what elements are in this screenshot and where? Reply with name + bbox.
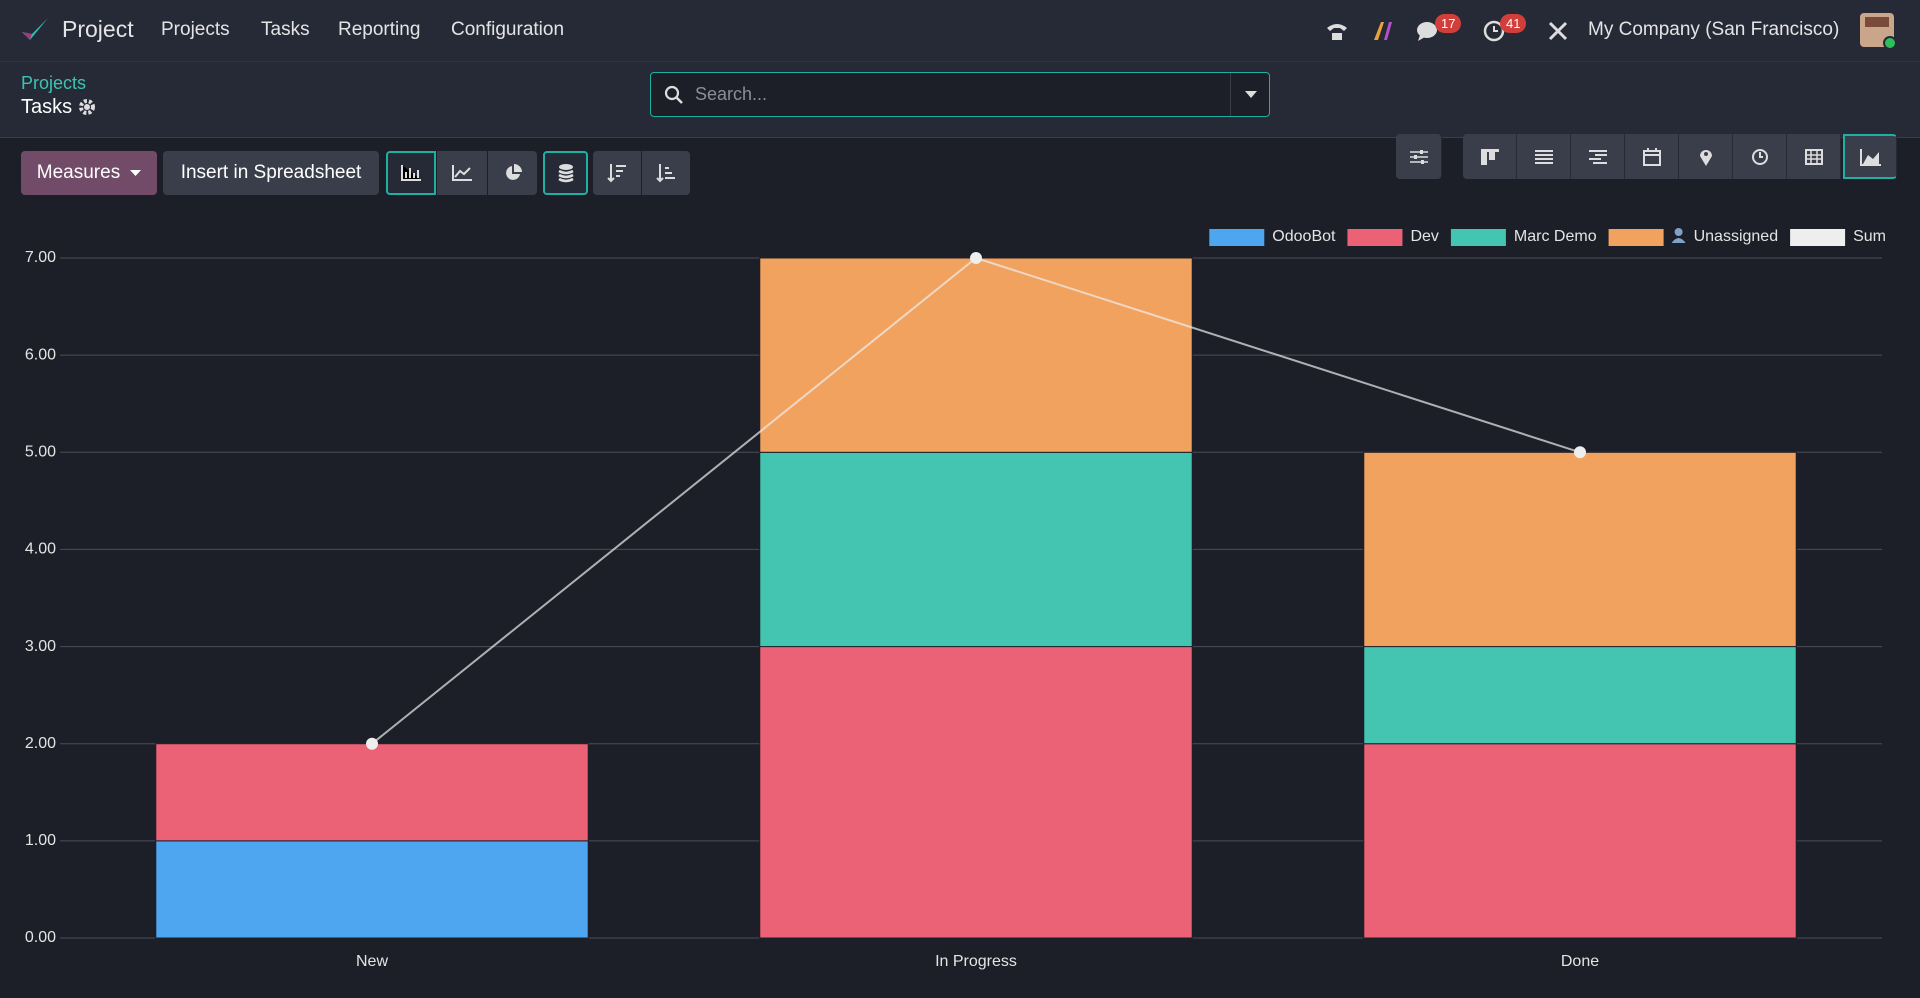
breadcrumb-current: Tasks [21, 96, 73, 118]
x-tick-label: In Progress [935, 953, 1017, 970]
sum-point [1574, 446, 1586, 459]
sum-point [970, 252, 982, 264]
stacked-button[interactable] [543, 151, 588, 195]
legend-label: OdooBot [1272, 228, 1336, 245]
app-name[interactable]: Project [62, 16, 134, 42]
x-tick-label: New [356, 953, 388, 970]
gantt-view[interactable] [1571, 134, 1625, 179]
app-logo[interactable] [20, 16, 50, 44]
view-icon [1480, 148, 1499, 165]
search-box[interactable]: Search... [650, 72, 1270, 117]
user-avatar[interactable] [1860, 13, 1897, 50]
search-options[interactable] [1230, 73, 1270, 116]
filter-panel-button[interactable] [1396, 134, 1442, 179]
sort-ascending-button[interactable] [642, 151, 690, 195]
icon [656, 164, 675, 183]
legend-swatch [1608, 229, 1664, 246]
line-chart-button[interactable] [437, 151, 487, 195]
y-tick-label: 4.00 [25, 541, 56, 558]
list-view[interactable] [1517, 134, 1571, 179]
legend-swatch [1450, 229, 1506, 246]
y-tick-label: 0.00 [25, 929, 56, 946]
y-tick-label: 5.00 [25, 444, 56, 461]
message-badge: 17 [1435, 14, 1462, 33]
legend-label: Unassigned [1694, 228, 1779, 245]
bar-segment [155, 840, 589, 939]
y-tick-label: 2.00 [25, 735, 56, 752]
bar-segment [155, 743, 589, 842]
sum-point [366, 737, 378, 750]
legend-icon [1671, 238, 1686, 243]
menu-item[interactable]: Reporting [338, 19, 421, 40]
activity-badge: 41 [1500, 14, 1527, 33]
bar-segment [1363, 646, 1797, 745]
insert-spreadsheet-button[interactable]: Insert in Spreadsheet [163, 151, 379, 195]
y-tick-label: 1.00 [25, 832, 56, 849]
graph-view[interactable] [1843, 134, 1897, 179]
company-switcher[interactable]: My Company (San Francisco) [1588, 19, 1840, 40]
x-tick-label: Done [1561, 953, 1599, 970]
caret [130, 169, 142, 176]
view-icon [1534, 149, 1553, 164]
caret [1244, 90, 1257, 98]
icon [607, 164, 626, 183]
icon [452, 165, 472, 181]
icon [557, 164, 574, 183]
menu-item[interactable]: Tasks [261, 19, 310, 40]
icon [401, 165, 421, 181]
calendar-view[interactable] [1625, 134, 1679, 179]
legend-icon [1674, 228, 1683, 236]
view-icon [1699, 149, 1712, 166]
insert-label: Insert in Spreadsheet [180, 162, 362, 183]
settings-gear[interactable] [79, 99, 95, 115]
ai-icon[interactable] [1372, 20, 1396, 42]
y-tick-label: 3.00 [25, 638, 56, 655]
map-view[interactable] [1679, 134, 1733, 179]
debug-icon[interactable] [1547, 20, 1569, 42]
kanban-view[interactable] [1463, 134, 1517, 179]
menu-item[interactable]: Configuration [451, 19, 565, 40]
bar-segment [1363, 743, 1797, 939]
bar-segment [759, 646, 1193, 939]
y-tick-label: 6.00 [25, 346, 56, 363]
phone-icon[interactable] [1325, 20, 1349, 42]
view-icon [1642, 147, 1661, 166]
view-icon [1751, 148, 1768, 165]
y-tick-label: 7.00 [25, 249, 56, 266]
breadcrumb-parent[interactable]: Projects [21, 73, 87, 93]
search-placeholder[interactable]: Search... [695, 84, 768, 104]
legend-swatch [1209, 229, 1265, 246]
sliders-icon [1409, 149, 1428, 164]
pie-chart-button[interactable] [488, 151, 537, 195]
legend-swatch [1347, 229, 1403, 246]
pivot-view[interactable] [1787, 134, 1841, 179]
legend-label: Marc Demo [1514, 228, 1597, 245]
bar-segment [1363, 451, 1797, 648]
search-icon [664, 85, 683, 104]
sort-descending-button[interactable] [593, 151, 641, 195]
menu-item[interactable]: Projects [161, 19, 230, 40]
icon [505, 164, 522, 180]
legend-swatch [1790, 229, 1846, 246]
legend-label: Sum [1853, 228, 1886, 245]
view-icon [1859, 148, 1881, 166]
bar-segment [759, 451, 1193, 648]
legend-label: Dev [1410, 228, 1438, 245]
bar-segment [759, 257, 1193, 453]
activity-view[interactable] [1733, 134, 1787, 179]
view-icon [1804, 148, 1823, 165]
bar-chart-button[interactable] [386, 151, 436, 195]
navbar: Project Projects Tasks Reporting Configu… [0, 0, 1920, 61]
measures-label: Measures [36, 162, 121, 183]
control-panel: Projects Tasks Search... [0, 61, 1920, 179]
measures-button[interactable]: Measures [21, 151, 157, 195]
messages-icon[interactable] [1416, 20, 1440, 42]
view-icon [1588, 149, 1607, 164]
